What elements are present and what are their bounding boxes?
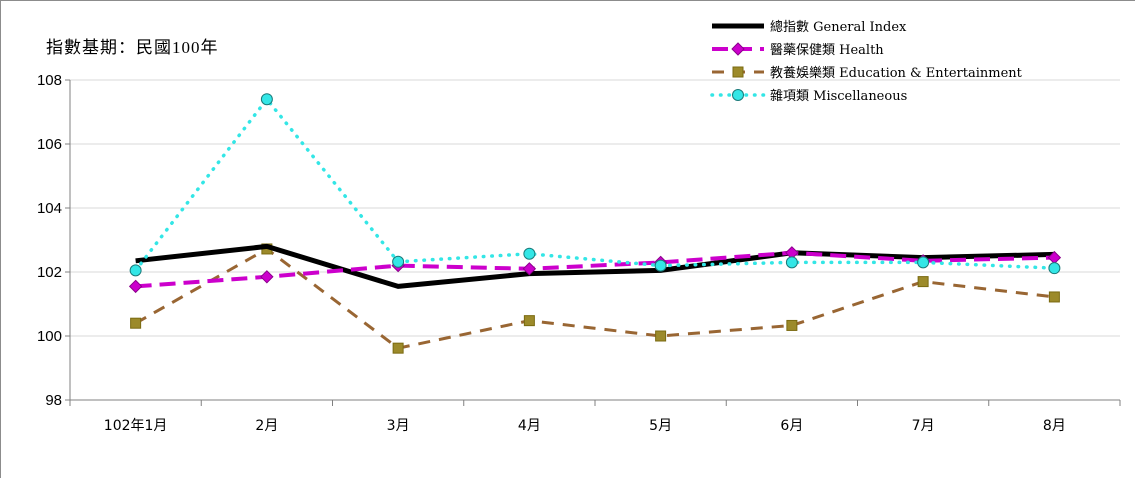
- legend-label: 雜項類 Miscellaneous: [770, 89, 907, 104]
- data-point: [260, 93, 273, 106]
- legend-label: 教養娛樂類 Education & Entertainment: [770, 65, 1023, 81]
- x-tick-label: 7月: [912, 418, 935, 434]
- data-point: [1048, 291, 1060, 303]
- data-point: [654, 259, 667, 272]
- series-line: [134, 247, 1055, 350]
- legend-marker: [732, 66, 744, 78]
- data-point: [785, 256, 798, 269]
- x-tick-label: 2月: [255, 418, 278, 434]
- data-point: [1048, 262, 1061, 275]
- data-point: [523, 247, 536, 260]
- x-tick-label: 6月: [780, 418, 803, 434]
- data-point: [392, 342, 404, 354]
- series-line: [135, 250, 1055, 289]
- data-point: [129, 264, 142, 277]
- data-point: [128, 279, 143, 294]
- y-tick-label: 106: [37, 136, 62, 153]
- y-tick-label: 102: [37, 264, 62, 281]
- data-point: [522, 262, 537, 276]
- legend-marker: [731, 42, 745, 56]
- x-tick-label: 5月: [649, 418, 672, 434]
- data-point: [786, 319, 798, 331]
- series-line: [133, 97, 1057, 273]
- data-point: [917, 256, 930, 269]
- y-tick-label: 100: [37, 328, 62, 345]
- x-tick-label: 102年1月: [104, 418, 168, 434]
- data-point: [392, 255, 405, 268]
- legend-marker: [732, 89, 744, 101]
- y-tick-label: 108: [37, 72, 62, 89]
- data-point: [917, 276, 929, 288]
- legend-label: 醫藥保健類 Health: [770, 43, 884, 58]
- data-point: [523, 315, 535, 327]
- base-period-note: 指數基期：民國100年: [46, 38, 219, 57]
- y-tick-label: 104: [37, 200, 62, 217]
- x-tick-label: 4月: [518, 418, 541, 434]
- data-point: [260, 270, 274, 284]
- data-point: [655, 330, 667, 342]
- data-point: [130, 317, 142, 329]
- legend-label: 總指數 General Index: [770, 19, 907, 35]
- x-tick-label: 8月: [1043, 418, 1066, 434]
- series-line: [135, 243, 1055, 289]
- y-tick-label: 98: [45, 392, 62, 409]
- x-tick-label: 3月: [387, 418, 410, 434]
